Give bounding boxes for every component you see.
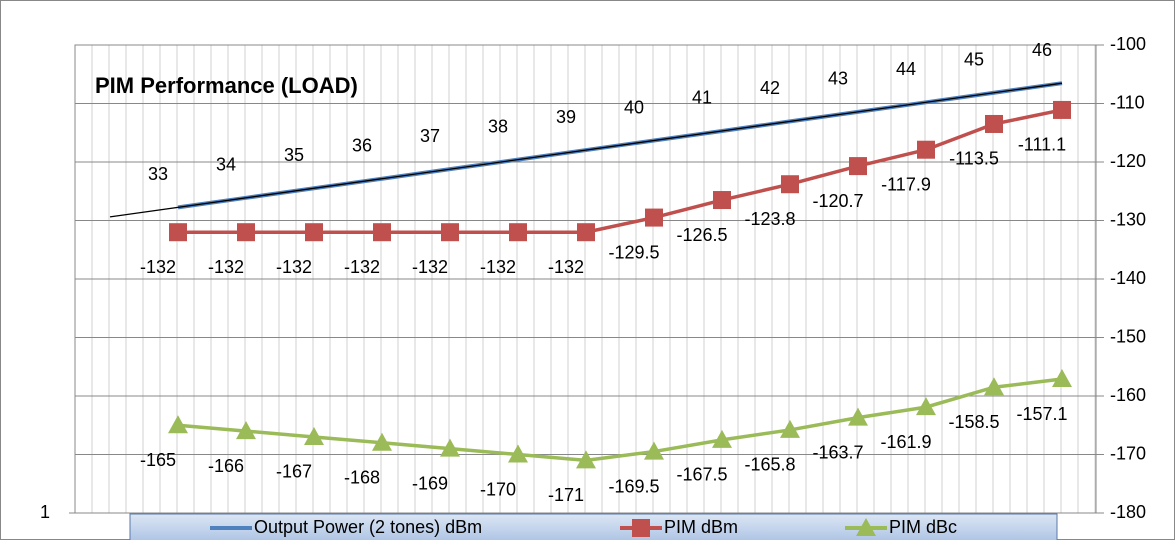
data-label: 34	[216, 155, 236, 175]
trendline	[109, 82, 1063, 218]
marker	[236, 421, 256, 440]
marker	[849, 157, 867, 176]
marker	[985, 114, 1003, 133]
series-line	[178, 108, 1063, 234]
data-label: -171	[548, 485, 584, 505]
marker	[780, 419, 800, 438]
data-label: -169	[412, 473, 448, 493]
marker	[440, 438, 460, 457]
data-label: 42	[760, 78, 780, 98]
data-label: 45	[964, 50, 984, 70]
series-line	[177, 377, 1063, 463]
data-label: -111.1	[1018, 135, 1066, 155]
marker	[713, 191, 731, 210]
data-label: -165.8	[744, 455, 795, 475]
marker	[509, 223, 527, 242]
legend-label: PIM dBc	[889, 517, 957, 537]
marker	[712, 429, 732, 448]
grid: -180 -170 -160 -150 -140 -130 -120 -110 -100 1	[40, 34, 1146, 522]
marker	[576, 450, 596, 469]
legend-box	[129, 513, 1058, 540]
legend-marker	[632, 519, 650, 537]
marker	[169, 223, 187, 242]
marker	[984, 377, 1004, 396]
marker	[373, 223, 391, 242]
data-label: -158.5	[948, 412, 999, 432]
data-label: 44	[896, 59, 916, 79]
data-label: -167	[276, 462, 312, 482]
data-label: -163.7	[812, 442, 863, 462]
data-label: -132	[412, 257, 448, 277]
y-tick-label: -160	[1110, 385, 1146, 405]
data-label: -132	[344, 257, 380, 277]
data-label: -166	[208, 456, 244, 476]
data-label: 37	[420, 126, 440, 146]
data-label: -157.1	[1016, 404, 1067, 424]
data-label: 35	[284, 145, 304, 165]
data-label: -168	[344, 468, 380, 488]
marker	[577, 223, 595, 242]
marker	[848, 407, 868, 426]
data-label: -120.7	[812, 191, 863, 211]
data-label: 40	[624, 97, 644, 117]
marker	[1053, 100, 1071, 119]
y-tick-label: -180	[1110, 502, 1146, 522]
marks: 33 34 35 36 37 38 39 40 41 42 43 44 45 46 -132 -132 -132…	[109, 40, 1072, 505]
data-label: 39	[556, 107, 576, 127]
y-tick-label: -140	[1110, 268, 1146, 288]
plot-frame	[74, 44, 1097, 514]
data-label: -167.5	[676, 465, 727, 485]
legend: Output Power (2 tones) dBm PIM dBm PIM dBc	[210, 517, 957, 537]
data-label: -123.8	[744, 209, 795, 229]
y-tick-label: -100	[1110, 34, 1146, 54]
y2-tick-label: 1	[40, 502, 50, 522]
marker	[916, 397, 936, 416]
data-label: 38	[488, 116, 508, 136]
data-label: -117.9	[881, 174, 931, 194]
data-label: 36	[352, 135, 372, 155]
marker	[508, 444, 528, 463]
data-label: -113.5	[949, 149, 999, 169]
data-label: 33	[148, 164, 168, 184]
legend-marker	[856, 518, 876, 536]
data-label: 46	[1032, 40, 1052, 60]
legend-label: PIM dBm	[664, 517, 738, 537]
marker	[781, 175, 799, 194]
data-label: -132	[548, 257, 584, 277]
legend-label: Output Power (2 tones) dBm	[254, 517, 482, 537]
marker	[917, 140, 935, 159]
marker	[645, 208, 663, 227]
data-label: -161.9	[880, 432, 931, 452]
data-label: -129.5	[608, 242, 659, 262]
marker	[1052, 369, 1072, 388]
data-label: -165	[140, 450, 176, 470]
marker	[305, 223, 323, 242]
marker	[168, 415, 188, 434]
data-label: -169.5	[608, 476, 659, 496]
y-tick-label: -130	[1110, 209, 1146, 229]
marker	[237, 223, 255, 242]
data-label: -132	[140, 257, 176, 277]
data-label: -132	[480, 257, 516, 277]
chart-title: PIM Performance (LOAD)	[95, 73, 358, 98]
marker	[441, 223, 459, 242]
data-label: 41	[692, 88, 712, 108]
y-tick-label: -150	[1110, 326, 1146, 346]
data-label: -170	[480, 479, 516, 499]
data-label: 43	[828, 69, 848, 89]
marker	[372, 432, 392, 451]
data-label: -132	[208, 257, 244, 277]
data-label: -126.5	[676, 225, 727, 245]
marker	[644, 441, 664, 460]
y-tick-label: -110	[1110, 92, 1145, 112]
y-tick-label: -170	[1110, 443, 1146, 463]
marker	[304, 426, 324, 445]
data-label: -132	[276, 257, 312, 277]
y-tick-label: -120	[1110, 151, 1146, 171]
